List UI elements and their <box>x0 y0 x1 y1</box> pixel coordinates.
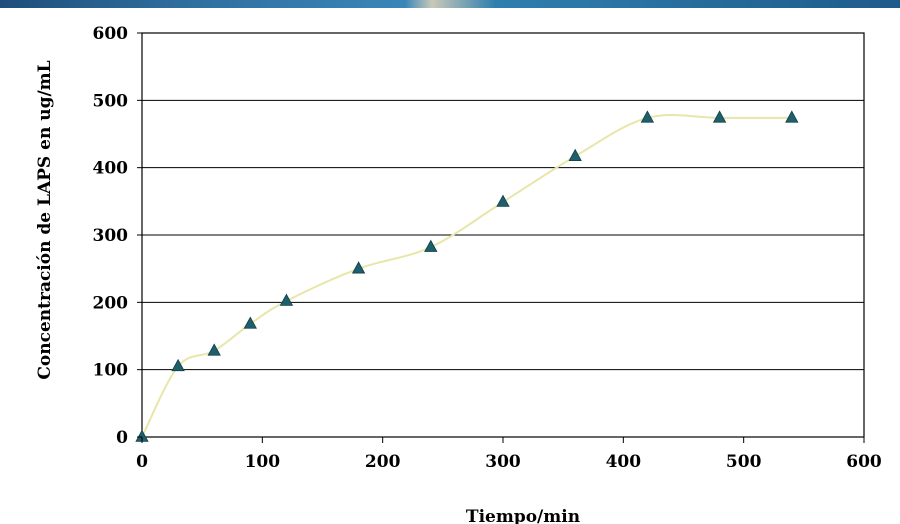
data-point-marker <box>243 316 257 329</box>
x-tick-label: 600 <box>846 452 882 472</box>
data-point-marker <box>785 110 799 123</box>
x-tick-label: 0 <box>136 452 148 472</box>
y-tick-label: 300 <box>93 226 129 246</box>
y-axis-ticks: 0 100 200 300 400 500 600 <box>93 24 142 448</box>
x-tick-label: 100 <box>245 452 281 472</box>
y-tick-label: 100 <box>93 361 129 381</box>
gridlines <box>142 99 864 371</box>
series-line <box>141 113 792 438</box>
data-point-marker <box>496 194 510 207</box>
data-point-marker <box>351 261 366 274</box>
x-tick-label: 300 <box>485 452 521 472</box>
data-point-marker <box>568 148 582 162</box>
data-point-marker <box>424 239 438 252</box>
series-group <box>135 110 799 442</box>
y-axis-title: Concentración de LAPS en ug/mL <box>35 60 55 379</box>
x-tick-label: 500 <box>726 452 762 472</box>
x-axis-title: Tiempo/min <box>466 507 580 524</box>
y-tick-label: 500 <box>93 91 129 111</box>
y-tick-label: 600 <box>93 24 129 44</box>
header-strip <box>0 0 900 8</box>
data-point-marker <box>279 293 294 306</box>
data-point-marker <box>171 358 185 372</box>
data-point-marker <box>712 110 727 123</box>
x-axis-ticks: 0 100 200 300 400 500 600 <box>136 437 882 472</box>
y-tick-label: 400 <box>93 159 129 179</box>
data-point-marker <box>207 343 221 356</box>
y-tick-label: 0 <box>116 428 128 448</box>
x-tick-label: 400 <box>606 452 642 472</box>
y-tick-label: 200 <box>93 293 129 313</box>
x-tick-label: 200 <box>365 452 401 472</box>
data-point-marker <box>640 110 655 123</box>
